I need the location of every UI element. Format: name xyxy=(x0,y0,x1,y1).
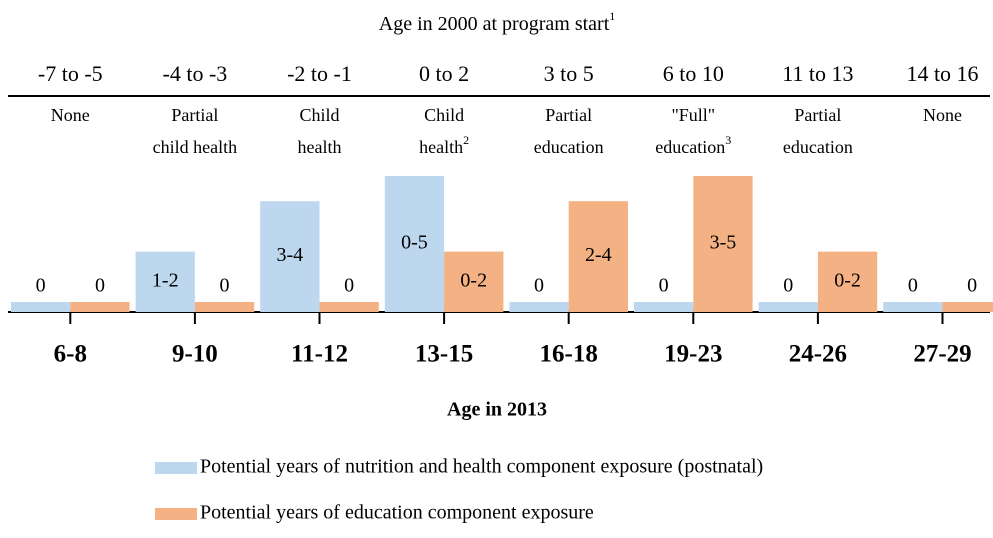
exposure-label: Child xyxy=(299,105,339,125)
exposure-label: None xyxy=(923,105,962,125)
exposure-label: Partial xyxy=(794,105,841,125)
bar xyxy=(942,302,993,312)
bar xyxy=(135,251,195,312)
legend-swatch xyxy=(155,508,197,520)
value-label: 0 xyxy=(659,275,669,297)
x-tick-label: 13-15 xyxy=(415,341,473,368)
footnote-mark: 2 xyxy=(463,133,469,147)
x-tick-label: 11-12 xyxy=(291,341,348,368)
bar xyxy=(634,302,694,312)
exposure-label: "Full" xyxy=(671,105,715,125)
exposure-label: health2 xyxy=(419,133,469,157)
bar xyxy=(758,302,818,312)
bar xyxy=(509,302,569,312)
legend-label: Potential years of nutrition and health … xyxy=(200,456,763,478)
value-label: 3-5 xyxy=(710,232,737,254)
exposure-label: Child xyxy=(424,105,464,125)
exposure-label: education xyxy=(783,137,853,157)
exposure-text: Child xyxy=(424,105,464,125)
top-category: -4 to -3 xyxy=(163,61,228,86)
bar xyxy=(319,302,379,312)
exposure-text: child health xyxy=(153,137,237,157)
exposure-text: health xyxy=(298,137,342,157)
value-label: 0-5 xyxy=(401,232,428,254)
value-label: 0 xyxy=(220,275,230,297)
value-label: 0 xyxy=(967,275,977,297)
legend-swatch xyxy=(155,462,197,474)
exposure-text: Partial xyxy=(545,105,592,125)
exposure-label: Partial xyxy=(171,105,218,125)
x-tick-label: 16-18 xyxy=(540,341,598,368)
bar xyxy=(194,302,255,312)
x-tick-label: 19-23 xyxy=(664,341,722,368)
value-label: 0-2 xyxy=(460,269,487,291)
exposure-text: None xyxy=(923,105,962,125)
value-label: 0 xyxy=(908,275,918,297)
footnote-mark: 3 xyxy=(725,133,731,147)
top-title: Age in 2000 at program start1 xyxy=(379,9,616,35)
top-category: -7 to -5 xyxy=(38,61,103,86)
bar xyxy=(11,302,71,312)
legend-label: Potential years of education component e… xyxy=(200,502,594,524)
top-category: 3 to 5 xyxy=(544,61,594,86)
bar xyxy=(817,251,878,312)
exposure-label: Partial xyxy=(545,105,592,125)
x-tick-label: 27-29 xyxy=(913,341,971,368)
exposure-label: child health xyxy=(153,137,237,157)
exposure-text: Partial xyxy=(794,105,841,125)
x-tick-label: 9-10 xyxy=(172,341,218,368)
value-label: 1-2 xyxy=(152,269,179,291)
value-label: 3-4 xyxy=(277,244,304,266)
exposure-text: health xyxy=(419,137,463,157)
exposure-text: Partial xyxy=(171,105,218,125)
exposure-text: Child xyxy=(299,105,339,125)
bar xyxy=(693,176,753,312)
value-label: 0 xyxy=(534,275,544,297)
exposure-label: health xyxy=(298,137,342,157)
bar xyxy=(568,201,628,312)
exposure-label: education3 xyxy=(655,133,731,157)
value-label: 0 xyxy=(344,275,354,297)
value-label: 0-2 xyxy=(834,269,861,291)
value-label: 2-4 xyxy=(585,244,612,266)
value-label: 0 xyxy=(783,275,793,297)
exposure-text: "Full" xyxy=(671,105,715,125)
top-category: 11 to 13 xyxy=(782,61,853,86)
exposure-text: education xyxy=(534,137,604,157)
exposure-text: education xyxy=(655,137,725,157)
top-title-text: Age in 2000 at program start xyxy=(379,13,610,35)
footnote-mark: 1 xyxy=(609,9,615,23)
exposure-text: education xyxy=(783,137,853,157)
exposure-label: education xyxy=(534,137,604,157)
bar xyxy=(70,302,130,312)
bar xyxy=(444,251,504,312)
x-axis-label: Age in 2013 xyxy=(447,399,547,421)
exposure-text: None xyxy=(51,105,90,125)
value-label: 0 xyxy=(36,275,46,297)
top-category: 14 to 16 xyxy=(906,61,978,86)
exposure-label: None xyxy=(51,105,90,125)
top-category: 0 to 2 xyxy=(419,61,469,86)
x-tick-label: 6-8 xyxy=(54,341,87,368)
top-category: -2 to -1 xyxy=(287,61,352,86)
bar xyxy=(883,302,943,312)
value-label: 0 xyxy=(95,275,105,297)
x-tick-label: 24-26 xyxy=(789,341,847,368)
top-category: 6 to 10 xyxy=(663,61,724,86)
bar xyxy=(260,201,320,312)
bar xyxy=(384,176,445,312)
